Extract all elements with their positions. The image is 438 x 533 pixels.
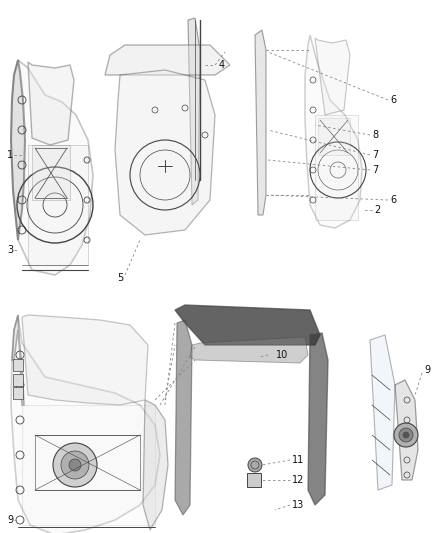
Polygon shape (143, 400, 168, 530)
Circle shape (399, 428, 413, 442)
FancyBboxPatch shape (13, 359, 23, 371)
Polygon shape (308, 333, 328, 505)
Polygon shape (105, 45, 230, 75)
Circle shape (394, 423, 418, 447)
Polygon shape (315, 115, 358, 220)
Polygon shape (32, 145, 70, 200)
Polygon shape (175, 320, 192, 515)
Text: 8: 8 (372, 130, 378, 140)
Polygon shape (28, 145, 88, 265)
Circle shape (248, 458, 262, 472)
Polygon shape (315, 38, 350, 115)
FancyBboxPatch shape (13, 374, 23, 386)
Polygon shape (305, 35, 362, 228)
Text: 3: 3 (7, 245, 13, 255)
Text: 6: 6 (390, 95, 396, 105)
Polygon shape (12, 315, 24, 405)
Text: 13: 13 (292, 500, 304, 510)
Polygon shape (115, 70, 215, 235)
Polygon shape (255, 30, 266, 215)
FancyBboxPatch shape (247, 473, 261, 487)
Text: 10: 10 (276, 350, 288, 360)
Text: 7: 7 (372, 150, 378, 160)
Polygon shape (11, 60, 25, 240)
Polygon shape (11, 60, 93, 275)
Text: 11: 11 (292, 455, 304, 465)
Text: 12: 12 (292, 475, 304, 485)
Polygon shape (188, 18, 200, 205)
Text: 2: 2 (374, 205, 380, 215)
Polygon shape (318, 118, 350, 155)
Text: 4: 4 (219, 60, 225, 70)
Polygon shape (28, 62, 74, 145)
Polygon shape (370, 335, 395, 490)
Text: 1: 1 (7, 150, 13, 160)
Polygon shape (190, 337, 308, 363)
Polygon shape (395, 380, 418, 480)
Text: 6: 6 (390, 195, 396, 205)
Text: 5: 5 (117, 273, 123, 283)
Polygon shape (22, 405, 155, 525)
Circle shape (53, 443, 97, 487)
Circle shape (61, 451, 89, 479)
Polygon shape (22, 315, 148, 405)
Polygon shape (175, 305, 320, 345)
Text: 9: 9 (7, 515, 13, 525)
Text: 7: 7 (372, 165, 378, 175)
Circle shape (69, 459, 81, 471)
Circle shape (403, 432, 409, 438)
Text: 9: 9 (424, 365, 430, 375)
Polygon shape (11, 315, 160, 533)
FancyBboxPatch shape (13, 387, 23, 399)
